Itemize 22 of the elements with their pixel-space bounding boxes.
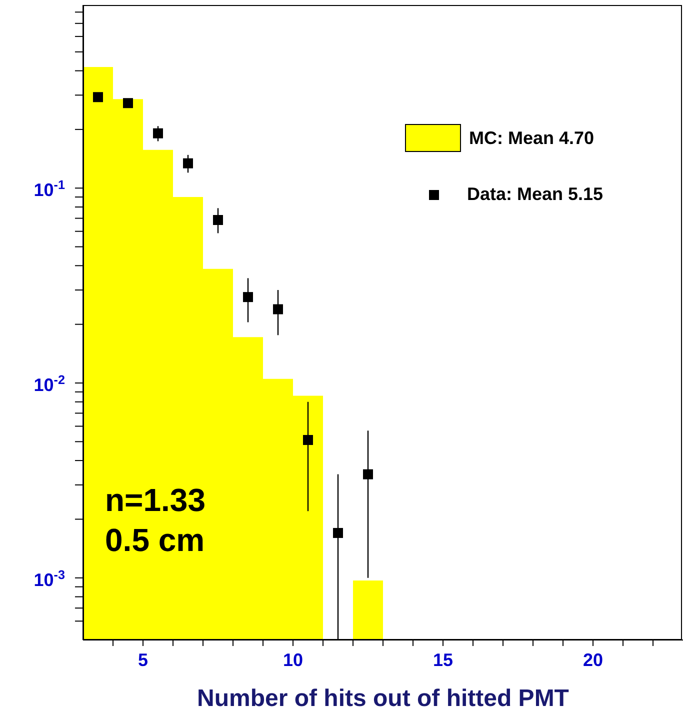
point <box>153 128 163 138</box>
point <box>183 158 193 168</box>
x-tick-label: 15 <box>432 650 454 670</box>
point <box>213 215 223 225</box>
x-axis-title: Number of hits out of hitted PMT <box>197 685 570 712</box>
legend-label: Data: Mean 5.15 <box>467 184 604 204</box>
legend-label: MC: Mean 4.70 <box>469 128 594 148</box>
x-tick-label: 20 <box>582 650 604 670</box>
y-tick-label: 10$^{-2}$ <box>34 372 65 395</box>
y-tick-label: 10$^{-3}$ <box>34 568 65 590</box>
point <box>363 469 373 480</box>
point <box>273 304 283 314</box>
x-tick-label: 5 <box>138 650 148 670</box>
annotation: 0.5 cm <box>105 521 206 560</box>
x-tick-label: 10 <box>282 650 304 670</box>
y-tick-label: 10$^{-1}$ <box>34 178 65 200</box>
point <box>303 434 313 445</box>
annotation: n=1.33 <box>105 481 206 520</box>
point <box>333 528 343 538</box>
point <box>93 92 103 102</box>
point <box>243 292 253 302</box>
point <box>123 98 133 108</box>
